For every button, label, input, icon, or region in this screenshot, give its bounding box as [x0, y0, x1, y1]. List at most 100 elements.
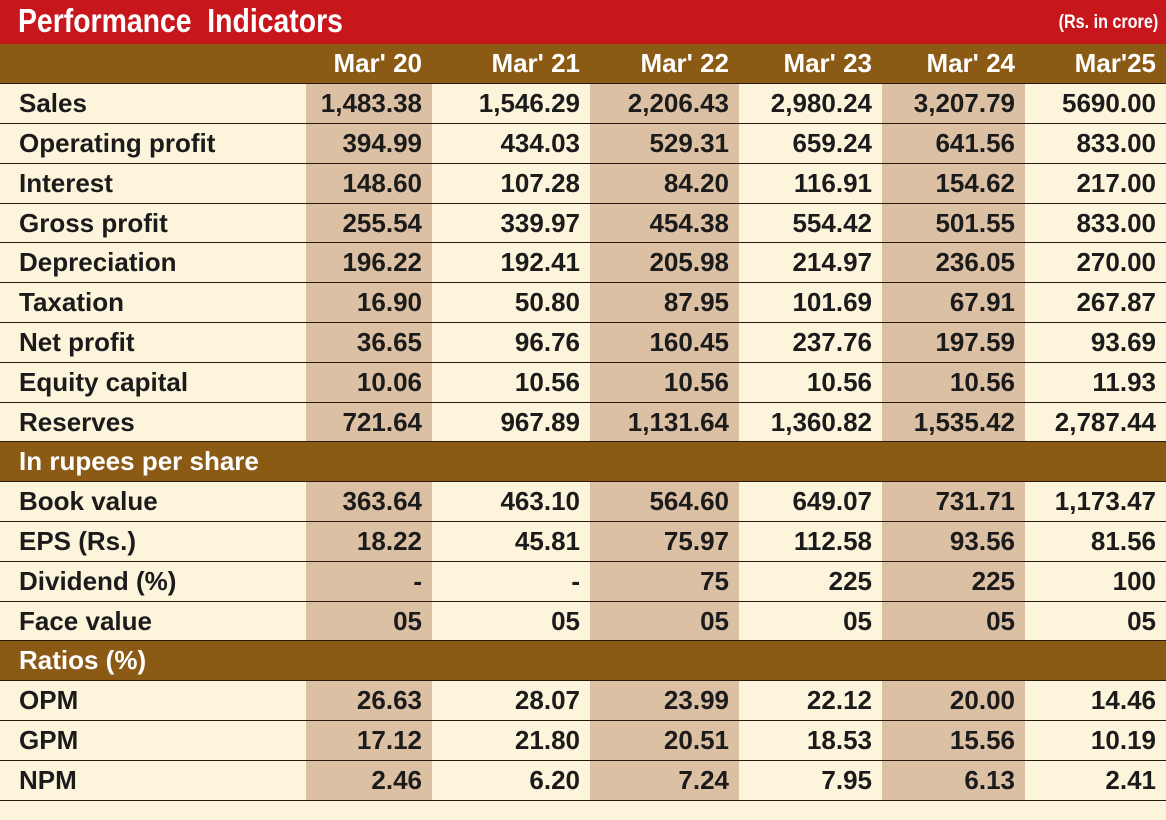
table-cell: 93.56: [882, 521, 1025, 562]
row-label: Equity capital: [0, 362, 306, 403]
table-cell: 107.28: [432, 163, 590, 204]
section-header-row: Ratios (%): [0, 640, 1166, 682]
table-cell: 112.58: [739, 521, 882, 562]
table-cell: 6.20: [432, 760, 590, 801]
table-cell: 1,173.47: [1025, 481, 1166, 523]
header-corner-cell: [0, 44, 306, 85]
table-cell: 28.07: [432, 680, 590, 722]
table-cell: 10.56: [432, 362, 590, 403]
table-cell: 1,131.64: [590, 402, 739, 443]
table-row: GPM 17.12 21.80 20.51 18.53 15.56 10.19: [0, 720, 1166, 761]
table-cell: 75.97: [590, 521, 739, 562]
column-header: Mar' 23: [739, 44, 882, 85]
table-row: Equity capital 10.06 10.56 10.56 10.56 10.56 1…: [0, 362, 1166, 403]
table-cell: 3,207.79: [882, 83, 1025, 125]
table-cell: 36.65: [306, 322, 432, 363]
table-cell: 454.38: [590, 203, 739, 244]
table-cell: 214.97: [739, 242, 882, 284]
table-cell: 196.22: [306, 242, 432, 284]
row-label: GPM: [0, 720, 306, 761]
table-cell: 7.24: [590, 760, 739, 801]
table-cell: 45.81: [432, 521, 590, 562]
table-cell: 50.80: [432, 282, 590, 324]
table-cell: 14.46: [1025, 680, 1166, 722]
column-header: Mar' 24: [882, 44, 1025, 85]
table-cell: 192.41: [432, 242, 590, 284]
table-cell: 236.05: [882, 242, 1025, 284]
table-cell: 363.64: [306, 481, 432, 523]
table-cell: 17.12: [306, 720, 432, 761]
column-header: Mar'25: [1025, 44, 1166, 85]
table-cell: 649.07: [739, 481, 882, 523]
table-cell: 1,360.82: [739, 402, 882, 443]
table-row: Dividend (%) - -75 225 225 100: [0, 561, 1166, 602]
table-cell: 641.56: [882, 123, 1025, 164]
column-header-row: Mar' 20 Mar' 21 Mar' 22 Mar' 23 Mar' 24 Mar'2…: [0, 44, 1166, 85]
indicators-table: Mar' 20 Mar' 21 Mar' 22 Mar' 23 Mar' 24 Mar'2…: [0, 44, 1166, 801]
table-cell: 101.69: [739, 282, 882, 324]
section-header-row: In rupees per share: [0, 441, 1166, 483]
table-cell: 2.46: [306, 760, 432, 801]
table-row: Reserves 721.64 967.89 1,131.64 1,360.82 1,53…: [0, 402, 1166, 443]
table-cell: 05: [1025, 601, 1166, 642]
table-cell: 5690.00: [1025, 83, 1166, 125]
table-cell: 1,546.29: [432, 83, 590, 125]
table-cell: 05: [739, 601, 882, 642]
table-row: OPM 26.63 28.07 23.99 22.12 20.00 14.46: [0, 680, 1166, 722]
title-bar: Performance Indicators (Rs. in crore): [0, 0, 1166, 44]
table-row: Gross profit 255.54 339.97 454.38 554.42 501.…: [0, 203, 1166, 244]
table-cell: 10.06: [306, 362, 432, 403]
column-header: Mar' 21: [432, 44, 590, 85]
table-cell: 197.59: [882, 322, 1025, 363]
row-label: OPM: [0, 680, 306, 722]
table-cell: 10.19: [1025, 720, 1166, 761]
table-cell: 2,980.24: [739, 83, 882, 125]
table-cell: 205.98: [590, 242, 739, 284]
table-cell: 18.22: [306, 521, 432, 562]
table-cell: 67.91: [882, 282, 1025, 324]
table-cell: 10.56: [590, 362, 739, 403]
page-title: Performance Indicators: [18, 2, 343, 39]
table-cell: 154.62: [882, 163, 1025, 204]
row-label: Net profit: [0, 322, 306, 363]
table-row: Net profit 36.65 96.76 160.45 237.76 197.59 93…: [0, 322, 1166, 363]
table-row: Taxation 16.90 50.80 87.95 101.69 67.91 267.87: [0, 282, 1166, 324]
table-cell: 7.95: [739, 760, 882, 801]
row-label: EPS (Rs.): [0, 521, 306, 562]
table-cell: 501.55: [882, 203, 1025, 244]
row-label: Sales: [0, 83, 306, 125]
table-row: Book value 363.64 463.10 564.60 649.07 731.71…: [0, 481, 1166, 523]
table-cell: 26.63: [306, 680, 432, 722]
column-header: Mar' 22: [590, 44, 739, 85]
table-cell: 270.00: [1025, 242, 1166, 284]
unit-note: (Rs. in crore): [1058, 12, 1158, 33]
table-cell: 2,206.43: [590, 83, 739, 125]
table-cell: -: [306, 561, 432, 602]
table-row: Operating profit 394.99 434.03 529.31 659.24…: [0, 123, 1166, 164]
table-cell: 434.03: [432, 123, 590, 164]
row-label: Interest: [0, 163, 306, 204]
table-row: NPM 2.46 6.20 7.24 7.95 6.13 2.41: [0, 760, 1166, 801]
row-label: Gross profit: [0, 203, 306, 244]
table-cell: 237.76: [739, 322, 882, 363]
table-cell: -: [432, 561, 590, 602]
row-label: Dividend (%): [0, 561, 306, 602]
table-cell: 833.00: [1025, 203, 1166, 244]
table-cell: 22.12: [739, 680, 882, 722]
table-cell: 11.93: [1025, 362, 1166, 403]
table-cell: 93.69: [1025, 322, 1166, 363]
table-cell: 267.87: [1025, 282, 1166, 324]
table-cell: 20.51: [590, 720, 739, 761]
table-cell: 05: [306, 601, 432, 642]
table-cell: 21.80: [432, 720, 590, 761]
section-title: In rupees per share: [0, 441, 1166, 483]
table-cell: 2,787.44: [1025, 402, 1166, 443]
table-cell: 15.56: [882, 720, 1025, 761]
row-label: Operating profit: [0, 123, 306, 164]
table-cell: 1,535.42: [882, 402, 1025, 443]
table-row: Interest 148.60 107.28 84.20 116.91 154.62 217…: [0, 163, 1166, 204]
table-cell: 116.91: [739, 163, 882, 204]
table-cell: 160.45: [590, 322, 739, 363]
table-cell: 20.00: [882, 680, 1025, 722]
